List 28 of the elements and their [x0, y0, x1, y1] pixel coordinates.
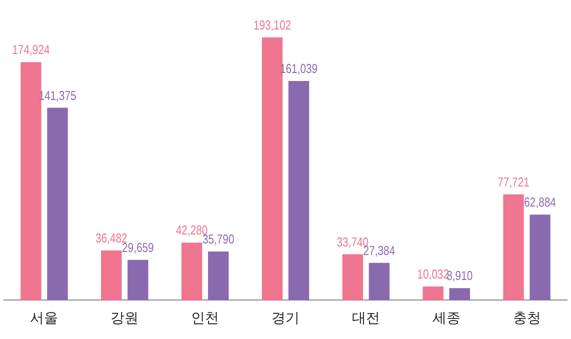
bar: [288, 81, 310, 300]
bar: [503, 194, 524, 300]
x-tick-label: 충청: [512, 309, 541, 326]
bar: [208, 251, 229, 300]
data-label: 35,790: [202, 232, 235, 247]
bar: [20, 62, 42, 300]
bar: [449, 288, 470, 300]
bar: [342, 254, 364, 300]
x-tick-label: 강원: [110, 309, 139, 326]
x-tick-label: 경기: [272, 309, 300, 326]
data-label: 77,721: [498, 175, 530, 190]
bar: [530, 214, 550, 300]
x-tick-label: 대전: [352, 309, 380, 326]
data-label: 36,482: [95, 232, 128, 246]
data-label: 10,032: [417, 268, 449, 282]
data-label: 174,924: [12, 43, 50, 58]
x-tick-label: 인천: [191, 309, 220, 326]
bar: [181, 242, 202, 300]
bar: [101, 250, 122, 300]
x-tick-label: 세종: [432, 309, 460, 326]
x-tick-label: 서울: [30, 309, 58, 326]
data-label: 8,910: [446, 269, 474, 284]
bar: [47, 108, 68, 300]
data-label: 193,102: [253, 18, 292, 33]
bar: [368, 262, 390, 300]
data-label: 62,884: [524, 196, 556, 210]
bar: [422, 286, 444, 300]
bar: [128, 260, 148, 300]
